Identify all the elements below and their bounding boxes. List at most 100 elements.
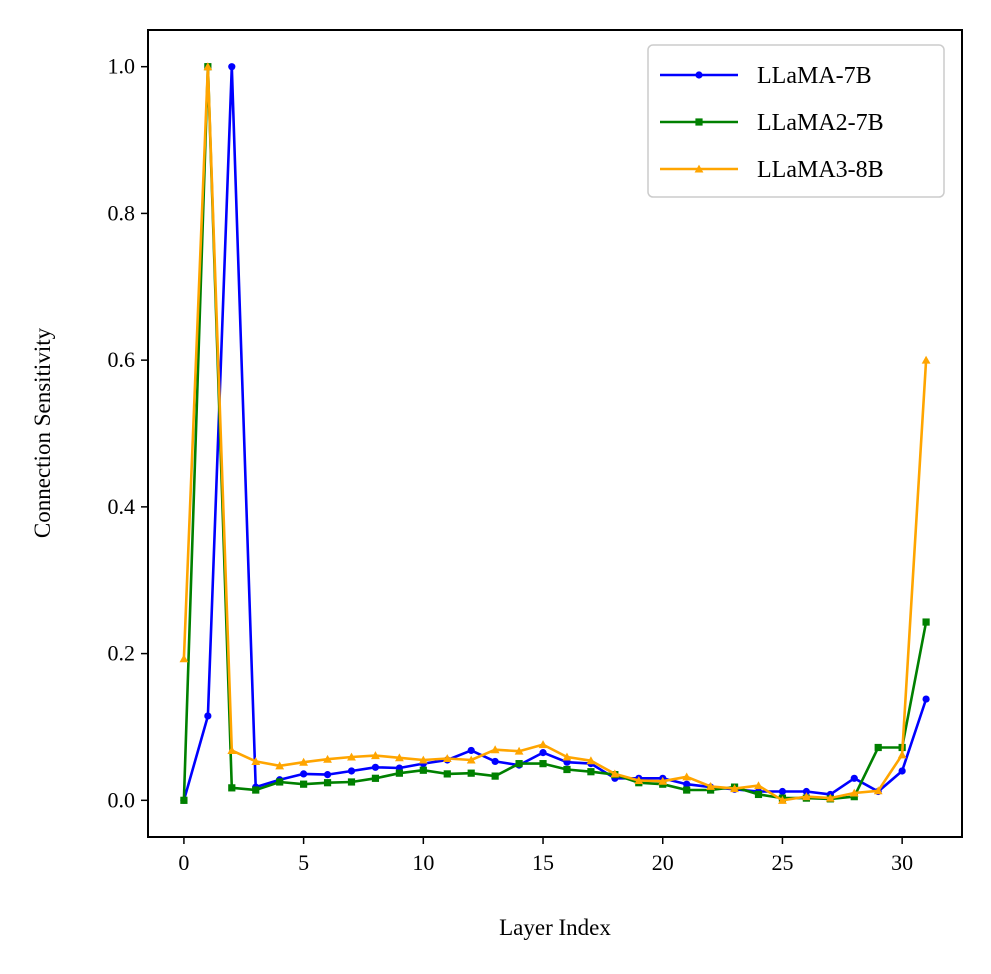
data-point-llama2-7b <box>563 765 571 774</box>
data-point-llama2-7b <box>395 769 403 777</box>
data-point-llama3-8b <box>921 355 931 364</box>
data-point-llama2-7b <box>300 780 308 788</box>
data-point-llama2-7b <box>323 779 332 787</box>
x-tick-label: 30 <box>891 850 913 875</box>
x-tick-label: 25 <box>771 850 793 875</box>
series-line-llama-7b <box>182 65 928 801</box>
data-point-llama2-7b <box>347 778 356 786</box>
data-point-llama3-8b <box>418 755 428 764</box>
legend-item-llama3-8b: LLaMA3-8B <box>660 157 884 183</box>
data-point-llama3-8b <box>251 757 261 765</box>
legend-swatch-marker <box>695 118 703 126</box>
data-point-llama3-8b <box>323 754 332 763</box>
legend-frame <box>647 44 945 198</box>
data-point-llama3-8b <box>586 756 596 765</box>
data-point-llama-7b <box>922 695 930 703</box>
data-point-llama2-7b <box>922 618 930 626</box>
data-point-llama3-8b <box>682 772 692 781</box>
y-tick-label: 0.2 <box>108 641 136 666</box>
data-point-llama3-8b <box>371 751 380 760</box>
data-point-llama-7b <box>850 774 858 782</box>
data-point-llama3-8b <box>706 781 716 790</box>
data-point-llama3-8b <box>778 795 787 804</box>
data-point-llama3-8b <box>897 750 907 759</box>
data-point-llama-7b <box>802 787 810 796</box>
data-point-llama-7b <box>228 63 236 71</box>
data-point-llama-7b <box>491 757 499 766</box>
y-tick-label: 0.8 <box>108 200 136 225</box>
data-point-llama2-7b <box>180 796 188 804</box>
data-point-llama2-7b <box>683 786 691 794</box>
data-point-llama3-8b <box>730 784 739 793</box>
data-point-llama3-8b <box>658 776 668 785</box>
data-point-llama2-7b <box>850 793 858 801</box>
data-point-llama2-7b <box>228 784 236 792</box>
data-point-llama3-8b <box>227 746 237 754</box>
data-point-llama3-8b <box>538 740 548 749</box>
legend-item-llama2-7b: LLaMA2-7B <box>660 110 884 136</box>
data-point-llama2-7b <box>539 760 547 768</box>
data-point-llama-7b <box>300 770 308 778</box>
data-point-llama-7b <box>347 767 356 775</box>
data-point-llama3-8b <box>562 752 572 761</box>
legend: LLaMA-7B LLaMA2-7B LLaMA3-8B <box>647 44 945 198</box>
data-point-llama3-8b <box>275 761 285 770</box>
data-point-llama-7b <box>467 746 475 755</box>
x-axis: 0 5 10 15 20 25 30 <box>178 837 913 875</box>
legend-swatch-marker <box>695 71 703 79</box>
data-point-llama2-7b <box>491 772 499 780</box>
data-point-llama3-8b <box>394 753 404 762</box>
data-point-llama2-7b <box>587 768 595 776</box>
y-axis-label: Connection Sensitivity <box>30 327 55 538</box>
legend-swatch-marker <box>694 164 704 173</box>
data-point-llama3-8b <box>849 788 859 797</box>
data-point-llama-7b <box>204 712 212 720</box>
data-point-llama2-7b <box>371 774 380 782</box>
data-point-llama-7b <box>898 767 906 775</box>
data-point-llama3-8b <box>347 752 356 761</box>
data-point-llama-7b <box>539 749 547 757</box>
data-point-llama3-8b <box>873 786 883 795</box>
data-point-llama-7b <box>371 763 380 771</box>
data-point-llama2-7b <box>467 769 475 777</box>
data-point-llama2-7b <box>443 770 451 778</box>
x-tick-label: 20 <box>652 850 674 875</box>
y-tick-label: 1.0 <box>108 54 136 79</box>
data-point-llama3-8b <box>299 757 309 766</box>
legend-label: LLaMA2-7B <box>757 110 884 136</box>
data-point-llama3-8b <box>179 654 189 663</box>
x-tick-label: 15 <box>532 850 554 875</box>
data-point-llama2-7b <box>419 766 427 774</box>
data-point-llama3-8b <box>490 745 500 754</box>
y-tick-label: 0.6 <box>108 347 136 372</box>
data-point-llama3-8b <box>610 769 620 778</box>
legend-label: LLaMA3-8B <box>757 157 884 183</box>
x-tick-label: 10 <box>412 850 434 875</box>
data-point-llama-7b <box>778 787 787 796</box>
y-tick-label: 0.4 <box>108 494 136 519</box>
legend-item-llama-7b: LLaMA-7B <box>660 63 872 89</box>
plot-frame <box>147 29 963 838</box>
data-point-llama3-8b <box>442 754 452 763</box>
data-point-llama3-8b <box>514 746 524 755</box>
x-tick-label: 0 <box>178 850 189 875</box>
data-point-llama3-8b <box>754 781 763 790</box>
data-point-llama2-7b <box>252 786 260 794</box>
data-point-llama3-8b <box>801 792 811 801</box>
data-point-llama2-7b <box>874 743 882 752</box>
data-point-llama3-8b <box>634 776 644 785</box>
data-point-llama2-7b <box>515 760 523 768</box>
data-point-llama2-7b <box>754 790 763 799</box>
data-point-llama3-8b <box>203 62 213 71</box>
data-point-llama2-7b <box>707 786 715 794</box>
y-axis: 0.0 0.2 0.4 0.6 0.8 1.0 <box>108 54 148 812</box>
legend-label: LLaMA-7B <box>757 63 872 89</box>
x-tick-label: 5 <box>298 850 309 875</box>
data-point-llama2-7b <box>276 778 284 786</box>
data-point-llama3-8b <box>466 755 476 764</box>
data-point-llama-7b <box>683 780 691 788</box>
data-point-llama3-8b <box>825 793 835 802</box>
series-line-llama3-8b <box>182 65 928 802</box>
y-tick-label: 0.0 <box>108 787 136 812</box>
